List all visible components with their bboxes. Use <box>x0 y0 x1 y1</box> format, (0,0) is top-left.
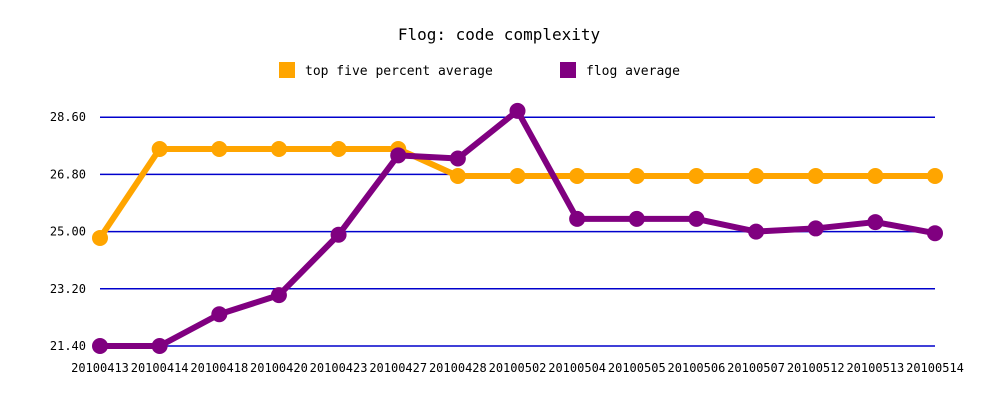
series-0-point-3 <box>270 140 287 157</box>
legend-label-top-five: top five percent average <box>305 64 493 79</box>
y-tick-label-1: 23.20 <box>50 282 86 296</box>
x-tick-label-9: 20100505 <box>608 361 666 375</box>
x-axis-tick-labels: 20100413 20100414 20100418 20100420 20100423… <box>71 361 964 375</box>
series-1-point-11 <box>748 223 765 240</box>
series-1-point-5 <box>390 147 407 164</box>
series-1-point-13 <box>867 214 884 231</box>
series-0-point-6 <box>449 167 466 184</box>
series-0-point-1 <box>151 140 168 157</box>
series-0-point-4 <box>330 140 347 157</box>
x-tick-label-0: 20100413 <box>71 361 129 375</box>
x-tick-label-13: 20100513 <box>846 361 904 375</box>
series-1-point-9 <box>628 210 645 227</box>
x-tick-label-10: 20100506 <box>668 361 726 375</box>
x-tick-label-14: 20100514 <box>906 361 964 375</box>
series-0-point-0 <box>92 229 108 246</box>
series-0-point-13 <box>867 167 884 184</box>
series-1-point-10 <box>688 210 705 227</box>
series-1-point-1 <box>151 338 168 354</box>
y-axis-tick-labels: 21.40 23.20 25.00 26.80 28.60 <box>50 110 86 353</box>
series-1-point-8 <box>569 210 586 227</box>
series-1-point-14 <box>927 225 943 242</box>
legend-label-flog-average: flog average <box>586 64 680 79</box>
series-0-point-7 <box>509 167 526 184</box>
legend-swatch-flog-average <box>560 62 576 78</box>
x-tick-label-7: 20100502 <box>489 361 547 375</box>
series-0-point-12 <box>807 167 824 184</box>
series-0-point-9 <box>628 167 645 184</box>
x-tick-label-1: 20100414 <box>131 361 189 375</box>
y-tick-label-2: 25.00 <box>50 225 86 239</box>
x-tick-label-5: 20100427 <box>369 361 427 375</box>
series-layer <box>92 102 943 354</box>
series-0-point-10 <box>688 167 705 184</box>
legend: top five percent average flog average <box>279 62 680 79</box>
series-1-point-2 <box>211 306 228 323</box>
x-tick-label-8: 20100504 <box>548 361 606 375</box>
series-1-point-0 <box>92 338 108 354</box>
series-0-point-8 <box>569 167 586 184</box>
chart-title: Flog: code complexity <box>398 25 601 44</box>
x-tick-label-4: 20100423 <box>310 361 368 375</box>
x-tick-label-12: 20100512 <box>787 361 845 375</box>
legend-swatch-top-five <box>279 62 295 78</box>
series-1 <box>92 102 943 354</box>
series-1-point-3 <box>270 287 287 304</box>
series-1-point-7 <box>509 102 526 119</box>
x-tick-label-6: 20100428 <box>429 361 487 375</box>
x-tick-label-3: 20100420 <box>250 361 308 375</box>
series-0-point-11 <box>748 167 765 184</box>
x-tick-label-2: 20100418 <box>190 361 248 375</box>
series-0-point-14 <box>927 167 943 184</box>
series-0 <box>92 140 943 246</box>
y-tick-label-3: 26.80 <box>50 167 86 181</box>
series-0-point-2 <box>211 140 228 157</box>
series-1-point-12 <box>807 220 824 237</box>
series-1-point-6 <box>449 150 466 167</box>
y-tick-label-4: 28.60 <box>50 110 86 124</box>
series-1-point-4 <box>330 226 347 243</box>
x-tick-label-11: 20100507 <box>727 361 785 375</box>
y-tick-label-0: 21.40 <box>50 339 86 353</box>
